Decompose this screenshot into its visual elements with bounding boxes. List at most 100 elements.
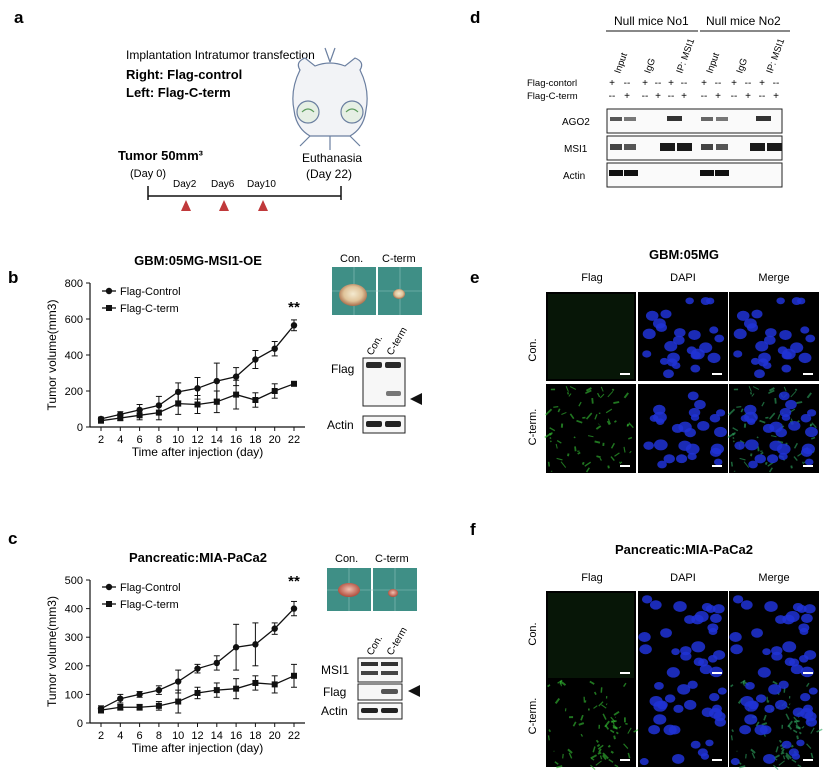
- flag-signal: [619, 461, 622, 465]
- flag-signal: [629, 450, 632, 454]
- dapi-nucleus: [643, 441, 654, 450]
- treatment-sign: +: [701, 78, 707, 89]
- flag-signal: [592, 746, 596, 753]
- x-tick-label: 22: [288, 730, 300, 742]
- y-tick-label: 200: [65, 386, 83, 398]
- row-label-con-f: Con.: [527, 622, 539, 645]
- dapi-nucleus: [733, 350, 743, 358]
- flag-signal: [547, 684, 551, 688]
- data-point-cterm: [136, 412, 143, 419]
- flag-signal: [553, 406, 559, 408]
- data-point-control: [271, 625, 278, 632]
- blot-label-actin-c: Actin: [321, 704, 348, 718]
- legend-label: Flag-Control: [120, 286, 181, 298]
- data-point-cterm: [175, 400, 182, 407]
- dapi-nucleus: [768, 684, 782, 695]
- legend-marker-control: [105, 583, 113, 591]
- col-label-dapi-e: DAPI: [670, 272, 696, 284]
- dapi-nucleus: [765, 328, 777, 338]
- dapi-nucleus: [710, 613, 722, 623]
- flag-signal: [597, 744, 604, 750]
- panel-d: d Null mice No1 Null mice No2 Input IgG IP…: [470, 8, 790, 188]
- data-point-control: [175, 678, 182, 685]
- dapi-nucleus: [664, 694, 676, 703]
- flag-signal: [596, 455, 601, 459]
- dapi-nucleus: [657, 460, 667, 469]
- flag-signal: [593, 705, 598, 709]
- flag-signal: [792, 729, 798, 734]
- flag-signal: [548, 432, 553, 435]
- data-point-control: [194, 665, 201, 672]
- row-label-flag-control: Flag-contorl: [527, 78, 577, 89]
- dapi-nucleus: [714, 334, 725, 343]
- dapi-nucleus: [668, 725, 681, 735]
- flag-signal: [750, 748, 756, 754]
- flag-signal: [593, 691, 597, 695]
- dapi-nucleus: [732, 595, 744, 604]
- flag-signal: [574, 446, 577, 452]
- dapi-nucleus: [776, 297, 785, 305]
- dapi-nucleus: [748, 460, 758, 469]
- x-tick-label: 12: [191, 434, 203, 446]
- dapi-nucleus: [649, 600, 662, 610]
- flag-signal: [566, 392, 570, 395]
- dapi-nucleus: [656, 418, 665, 425]
- flag-signal: [796, 735, 799, 740]
- flag-signal: [557, 679, 563, 684]
- dapi-nucleus: [751, 628, 763, 638]
- injection-marker-day10: [258, 200, 268, 211]
- timeline-day10-label: Day10: [247, 179, 276, 190]
- dapi-nucleus: [775, 699, 788, 710]
- treatment-sign: --: [668, 91, 675, 102]
- flag-signal: [590, 764, 596, 770]
- flag-signal: [585, 389, 592, 395]
- flag-signal: [739, 765, 746, 769]
- data-point-control: [194, 385, 201, 392]
- dapi-nucleus: [733, 328, 747, 340]
- lane-label: IP: MSI1: [764, 37, 787, 75]
- treatment-sign: --: [715, 78, 722, 89]
- flag-signal: [594, 440, 601, 444]
- flag-signal: [602, 713, 607, 720]
- dapi-nucleus: [639, 644, 652, 655]
- flag-signal: [732, 427, 739, 432]
- flag-signal: [785, 754, 790, 761]
- scale-bar: [620, 759, 630, 761]
- flag-signal: [607, 390, 614, 398]
- tumor-control-image-c: [338, 583, 360, 597]
- dapi-nucleus: [705, 739, 714, 747]
- dapi-nucleus: [663, 369, 674, 379]
- dapi-nucleus: [642, 328, 656, 340]
- dapi-nucleus: [715, 409, 726, 417]
- scale-bar: [803, 465, 813, 467]
- flag-signal: [602, 754, 607, 761]
- row-label-cterm-f: C-term.: [527, 698, 539, 735]
- dapi-nucleus: [678, 421, 692, 433]
- dapi-nucleus: [803, 604, 816, 614]
- scale-bar: [620, 672, 630, 674]
- flag-signal: [730, 684, 734, 688]
- flag-signal: [561, 411, 567, 415]
- dapi-nucleus: [799, 655, 809, 663]
- dapi-nucleus: [796, 739, 805, 747]
- dapi-nucleus: [694, 610, 709, 623]
- treatment-sign: +: [715, 91, 721, 102]
- dapi-nucleus: [805, 334, 816, 343]
- panel-c: c Pancreatic:MIA-PaCa2 0 100 200 300 400 500 2 4…: [8, 529, 420, 755]
- dapi-nucleus: [653, 714, 667, 725]
- dapi-nucleus: [755, 341, 769, 352]
- flag-signal: [793, 456, 798, 461]
- flag-signal: [730, 461, 734, 467]
- dapi-nucleus: [698, 658, 709, 667]
- dapi-nucleus: [778, 391, 790, 401]
- flag-signal: [614, 452, 620, 457]
- lane-label: Input: [612, 51, 630, 75]
- data-point-control: [252, 356, 259, 363]
- dapi-nucleus: [688, 329, 701, 340]
- dapi-nucleus: [685, 443, 700, 455]
- flag-signal: [613, 420, 617, 423]
- flag-signal: [569, 413, 575, 420]
- flag-signal: [560, 461, 567, 468]
- flag-signal: [790, 465, 793, 469]
